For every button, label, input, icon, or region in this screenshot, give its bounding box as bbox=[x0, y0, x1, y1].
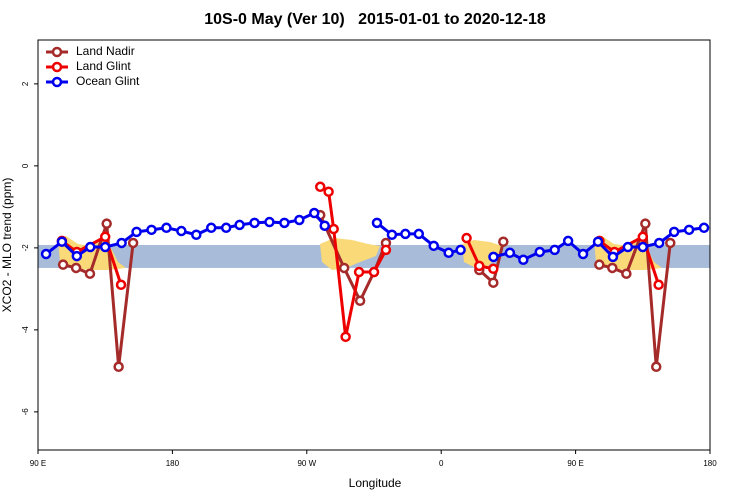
legend-label: Land Nadir bbox=[76, 44, 135, 58]
data-point bbox=[653, 237, 665, 249]
data-point bbox=[488, 277, 499, 288]
data-point bbox=[621, 268, 632, 279]
data-point bbox=[653, 279, 664, 291]
x-tick-label: 90 W bbox=[297, 459, 316, 468]
data-point bbox=[85, 241, 96, 253]
data-point bbox=[57, 259, 69, 270]
data-point bbox=[413, 228, 425, 240]
y-axis-label: XCO2 - MLO trend (ppm) bbox=[0, 178, 14, 313]
data-point bbox=[504, 247, 516, 259]
data-point bbox=[594, 259, 605, 270]
data-point bbox=[622, 241, 634, 253]
data-point bbox=[354, 295, 366, 307]
x-axis-label: Longitude bbox=[349, 476, 402, 490]
data-point bbox=[683, 224, 695, 236]
data-point bbox=[309, 207, 320, 219]
data-point bbox=[127, 237, 139, 249]
legend-label: Ocean Glint bbox=[76, 74, 140, 88]
x-tick-label: 0 bbox=[439, 459, 444, 468]
data-point bbox=[474, 260, 485, 272]
data-point bbox=[84, 268, 96, 279]
data-point bbox=[371, 217, 383, 229]
data-point bbox=[338, 262, 350, 274]
data-point bbox=[264, 216, 275, 228]
data-point bbox=[461, 232, 472, 244]
data-point bbox=[665, 237, 676, 249]
data-point bbox=[562, 235, 574, 247]
y-tick-label: 2 bbox=[21, 81, 30, 86]
data-point bbox=[637, 241, 649, 253]
data-point bbox=[607, 251, 619, 263]
data-point bbox=[99, 241, 111, 253]
data-point bbox=[71, 250, 83, 262]
x-tick-label: 180 bbox=[166, 459, 180, 468]
data-point bbox=[518, 254, 529, 266]
data-point bbox=[234, 219, 245, 231]
data-point bbox=[319, 220, 330, 231]
x-tick-label: 180 bbox=[703, 459, 717, 468]
data-point bbox=[340, 331, 351, 343]
plot-layer bbox=[40, 181, 710, 373]
data-point bbox=[131, 226, 142, 238]
data-point bbox=[698, 222, 710, 234]
x-tick-label: 90 E bbox=[567, 459, 583, 468]
data-point bbox=[488, 263, 499, 275]
plot-frame bbox=[37, 39, 711, 451]
data-point bbox=[99, 231, 111, 243]
y-tick-label: -6 bbox=[21, 408, 30, 416]
legend-marker bbox=[51, 61, 63, 73]
data-point bbox=[428, 240, 439, 252]
data-point bbox=[176, 225, 187, 237]
data-point bbox=[328, 223, 339, 235]
data-point bbox=[455, 244, 466, 256]
data-point bbox=[191, 229, 202, 240]
chart-title: 10S-0 May (Ver 10) 2015-01-01 to 2020-12… bbox=[204, 11, 546, 28]
data-point bbox=[146, 224, 157, 236]
data-point bbox=[386, 229, 398, 240]
data-point bbox=[40, 248, 52, 260]
data-point bbox=[380, 244, 392, 256]
data-point bbox=[640, 218, 651, 229]
data-point bbox=[498, 236, 509, 247]
data-point bbox=[116, 237, 127, 249]
data-point bbox=[534, 246, 546, 258]
data-point bbox=[279, 217, 290, 229]
legend-marker bbox=[51, 76, 63, 88]
y-tick-label: -2 bbox=[21, 244, 30, 252]
data-point bbox=[314, 181, 326, 193]
data-point bbox=[549, 244, 560, 256]
legend-marker bbox=[51, 46, 63, 58]
data-point bbox=[488, 251, 499, 263]
data-point bbox=[113, 361, 124, 373]
data-point bbox=[101, 218, 112, 229]
data-point bbox=[668, 226, 680, 238]
data-point bbox=[115, 279, 127, 291]
data-point bbox=[205, 222, 217, 234]
data-point bbox=[323, 186, 334, 197]
data-point bbox=[443, 247, 454, 259]
data-point bbox=[161, 222, 172, 234]
data-point bbox=[220, 222, 232, 234]
data-point bbox=[294, 214, 305, 226]
data-point bbox=[249, 217, 260, 229]
y-tick-label: -4 bbox=[21, 326, 30, 334]
data-point bbox=[577, 248, 589, 260]
data-point bbox=[592, 236, 604, 247]
data-point bbox=[56, 236, 68, 247]
data-point bbox=[400, 228, 411, 240]
x-tick-label: 90 E bbox=[30, 459, 46, 468]
legend-label: Land Glint bbox=[76, 59, 131, 73]
data-point bbox=[353, 266, 365, 278]
data-point bbox=[368, 266, 380, 278]
data-point bbox=[650, 361, 662, 373]
y-tick-label: 0 bbox=[21, 163, 30, 168]
data-point bbox=[637, 231, 649, 243]
data-point bbox=[70, 262, 82, 274]
data-point bbox=[607, 262, 618, 274]
